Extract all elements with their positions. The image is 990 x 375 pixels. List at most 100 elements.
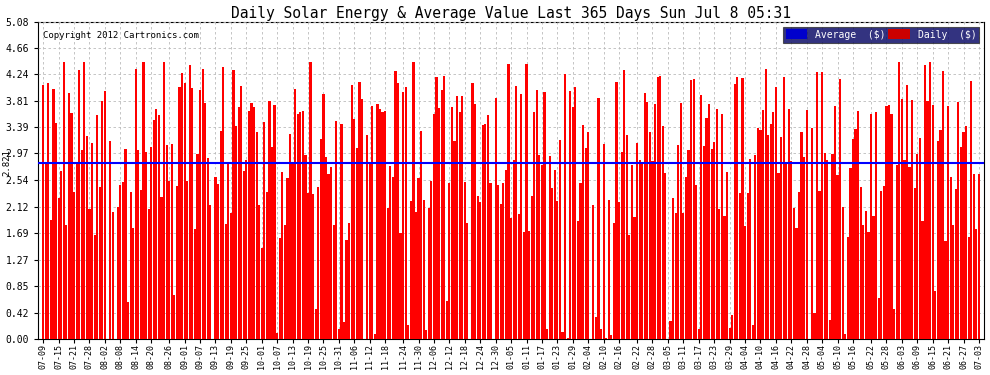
Bar — [708, 104, 710, 339]
Bar — [220, 131, 222, 339]
Bar — [914, 188, 916, 339]
Bar — [450, 107, 453, 339]
Bar — [526, 64, 528, 339]
Bar — [703, 146, 705, 339]
Bar — [96, 115, 98, 339]
Bar — [729, 328, 731, 339]
Bar — [859, 187, 862, 339]
Text: 2.821: 2.821 — [3, 149, 12, 176]
Bar — [482, 125, 484, 339]
Bar — [168, 182, 170, 339]
Bar — [152, 120, 154, 339]
Bar — [528, 231, 531, 339]
Bar — [125, 149, 127, 339]
Bar — [456, 96, 458, 339]
Bar — [569, 92, 571, 339]
Bar — [875, 112, 877, 339]
Bar — [348, 223, 350, 339]
Bar — [407, 326, 409, 339]
Bar — [759, 130, 761, 339]
Bar — [929, 62, 932, 339]
Bar — [772, 112, 774, 339]
Bar — [762, 110, 764, 339]
Bar — [534, 112, 536, 339]
Bar — [551, 188, 553, 339]
Bar — [453, 141, 455, 339]
Bar — [299, 112, 301, 339]
Bar — [840, 80, 842, 339]
Bar — [78, 70, 80, 339]
Bar — [176, 186, 178, 339]
Bar — [829, 320, 831, 339]
Bar — [518, 214, 520, 339]
Bar — [718, 209, 721, 339]
Bar — [186, 182, 188, 339]
Bar — [379, 108, 381, 339]
Bar — [698, 329, 700, 339]
Bar — [183, 83, 186, 339]
Bar — [304, 154, 307, 339]
Bar — [70, 114, 72, 339]
Bar — [109, 141, 111, 339]
Bar — [919, 138, 921, 339]
Bar — [157, 116, 160, 339]
Bar — [241, 87, 243, 339]
Bar — [544, 92, 545, 339]
Bar — [888, 105, 890, 339]
Bar — [785, 162, 787, 339]
Bar — [890, 114, 893, 339]
Bar — [52, 89, 54, 339]
Bar — [122, 182, 124, 339]
Bar — [173, 296, 175, 339]
Bar — [148, 209, 149, 339]
Bar — [978, 174, 980, 339]
Bar — [903, 160, 906, 339]
Bar — [355, 148, 358, 339]
Bar — [225, 225, 227, 339]
Bar — [610, 335, 613, 339]
Bar — [693, 79, 695, 339]
Bar — [389, 166, 391, 339]
Bar — [803, 157, 805, 339]
Bar — [248, 111, 250, 339]
Bar — [798, 192, 800, 339]
Bar — [626, 135, 628, 339]
Bar — [556, 201, 558, 339]
Bar — [782, 77, 785, 339]
Bar — [43, 85, 45, 339]
Bar — [104, 92, 106, 339]
Bar — [330, 167, 333, 339]
Bar — [513, 160, 515, 339]
Bar — [91, 142, 93, 339]
Bar — [788, 109, 790, 339]
Bar — [898, 62, 900, 339]
Bar — [967, 237, 970, 339]
Bar — [418, 177, 420, 339]
Bar — [857, 111, 859, 339]
Bar — [690, 80, 692, 339]
Bar — [901, 99, 903, 339]
Bar — [571, 107, 574, 339]
Bar — [199, 90, 201, 339]
Bar — [811, 128, 813, 339]
Bar — [862, 225, 864, 339]
Bar — [962, 132, 964, 339]
Bar — [960, 147, 962, 339]
Bar — [814, 313, 816, 339]
Bar — [716, 109, 718, 339]
Bar — [935, 291, 937, 339]
Bar — [603, 144, 605, 339]
Bar — [672, 198, 674, 339]
Bar — [127, 302, 129, 339]
Bar — [495, 98, 497, 339]
Bar — [695, 185, 697, 339]
Bar — [801, 132, 803, 339]
Bar — [743, 226, 746, 339]
Bar — [711, 149, 713, 339]
Bar — [260, 248, 262, 339]
Bar — [806, 110, 808, 339]
Bar — [81, 150, 83, 339]
Bar — [896, 165, 898, 339]
Bar — [916, 154, 919, 339]
Bar — [924, 65, 926, 339]
